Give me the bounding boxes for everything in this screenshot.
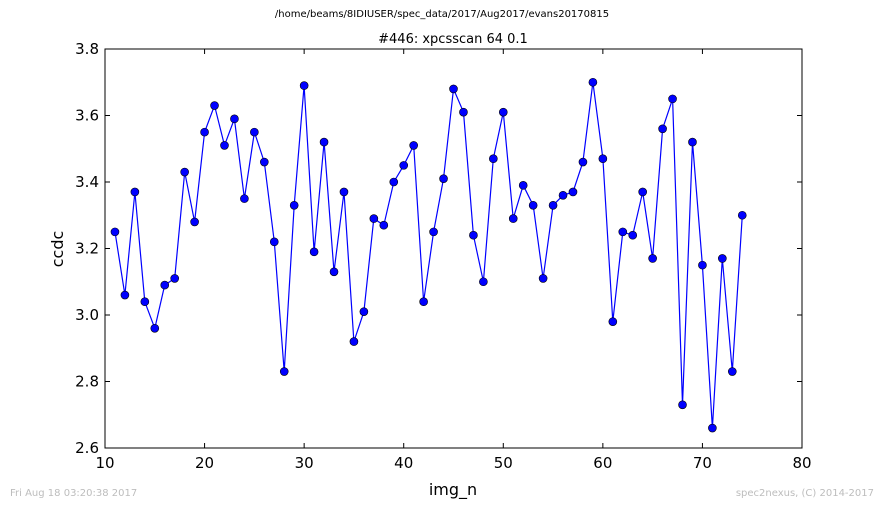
x-tick-label: 80 bbox=[792, 454, 811, 472]
data-point bbox=[349, 337, 359, 346]
x-tick-label: 70 bbox=[693, 454, 712, 472]
y-tick-label: 3.2 bbox=[75, 240, 99, 258]
x-tick-label: 10 bbox=[95, 454, 114, 472]
data-point bbox=[658, 124, 667, 134]
series-line bbox=[114, 82, 743, 429]
data-point bbox=[299, 81, 309, 90]
data-point bbox=[309, 247, 319, 257]
data-point bbox=[359, 307, 369, 316]
plot-frame bbox=[104, 48, 803, 449]
data-point bbox=[230, 114, 239, 124]
data-point bbox=[718, 254, 727, 263]
data-point bbox=[459, 107, 468, 117]
data-point bbox=[668, 94, 677, 104]
data-point bbox=[538, 274, 548, 283]
footer-credit: spec2nexus, (C) 2014-2017 bbox=[735, 488, 874, 499]
data-point bbox=[558, 191, 568, 200]
data-point bbox=[289, 200, 299, 210]
data-point bbox=[469, 230, 478, 240]
data-point bbox=[518, 181, 528, 190]
x-axis-label: img_n bbox=[429, 480, 477, 500]
data-point bbox=[628, 230, 638, 240]
data-point bbox=[479, 277, 488, 287]
data-point bbox=[508, 214, 518, 223]
data-point bbox=[588, 77, 598, 87]
data-point bbox=[727, 367, 737, 376]
data-point bbox=[439, 174, 448, 183]
data-point bbox=[429, 227, 438, 237]
data-point bbox=[399, 161, 409, 170]
data-point bbox=[688, 137, 697, 147]
data-point bbox=[140, 297, 150, 307]
data-point bbox=[618, 227, 628, 237]
data-point bbox=[698, 260, 707, 270]
data-point bbox=[419, 297, 428, 307]
data-point bbox=[528, 200, 538, 210]
data-point bbox=[210, 101, 219, 110]
data-point bbox=[608, 317, 618, 326]
data-point bbox=[548, 200, 558, 210]
y-axis-label: ccdc bbox=[48, 231, 67, 268]
data-point bbox=[260, 157, 269, 167]
data-point bbox=[708, 423, 717, 433]
data-point bbox=[150, 323, 160, 333]
y-tick-label: 2.8 bbox=[75, 373, 99, 391]
data-point bbox=[409, 141, 418, 150]
data-point bbox=[648, 254, 657, 263]
x-tick-label: 20 bbox=[195, 454, 214, 472]
data-point bbox=[220, 141, 229, 150]
figure-suptitle: /home/beams/8IDIUSER/spec_data/2017/Aug2… bbox=[274, 9, 610, 20]
data-point bbox=[449, 84, 458, 94]
data-point bbox=[737, 210, 747, 220]
x-tick-label: 40 bbox=[394, 454, 413, 472]
data-point bbox=[200, 127, 209, 137]
data-point bbox=[638, 187, 647, 197]
data-point bbox=[369, 214, 379, 223]
data-point bbox=[250, 127, 259, 137]
footer-timestamp: Fri Aug 18 03:20:38 2017 bbox=[10, 488, 138, 499]
y-tick-label: 2.6 bbox=[75, 439, 99, 457]
y-tick-label: 3.4 bbox=[75, 173, 99, 191]
data-point bbox=[269, 237, 279, 247]
data-point bbox=[279, 367, 289, 376]
x-tick-label: 60 bbox=[593, 454, 612, 472]
data-point bbox=[598, 154, 608, 164]
data-point bbox=[489, 154, 498, 164]
data-point bbox=[319, 137, 329, 147]
data-point bbox=[120, 290, 130, 300]
data-point bbox=[329, 267, 339, 277]
data-point bbox=[180, 167, 189, 177]
data-point bbox=[339, 187, 349, 197]
x-tick-label: 30 bbox=[295, 454, 314, 472]
data-point bbox=[678, 400, 687, 410]
data-point bbox=[578, 157, 588, 167]
data-point bbox=[160, 280, 170, 290]
y-tick-label: 3.6 bbox=[75, 107, 99, 125]
data-point bbox=[190, 217, 199, 227]
data-point bbox=[568, 187, 578, 197]
x-tick-label: 50 bbox=[494, 454, 513, 472]
data-point bbox=[379, 220, 389, 230]
data-point bbox=[240, 194, 249, 203]
data-point bbox=[170, 274, 179, 283]
data-point bbox=[498, 107, 508, 117]
y-tick-label: 3.0 bbox=[75, 306, 99, 324]
chart-title: #446: xpcsscan 64 0.1 bbox=[378, 32, 528, 47]
y-tick-label: 3.8 bbox=[75, 40, 99, 58]
data-point bbox=[110, 227, 120, 237]
data-point bbox=[130, 187, 140, 197]
data-point bbox=[389, 177, 399, 187]
